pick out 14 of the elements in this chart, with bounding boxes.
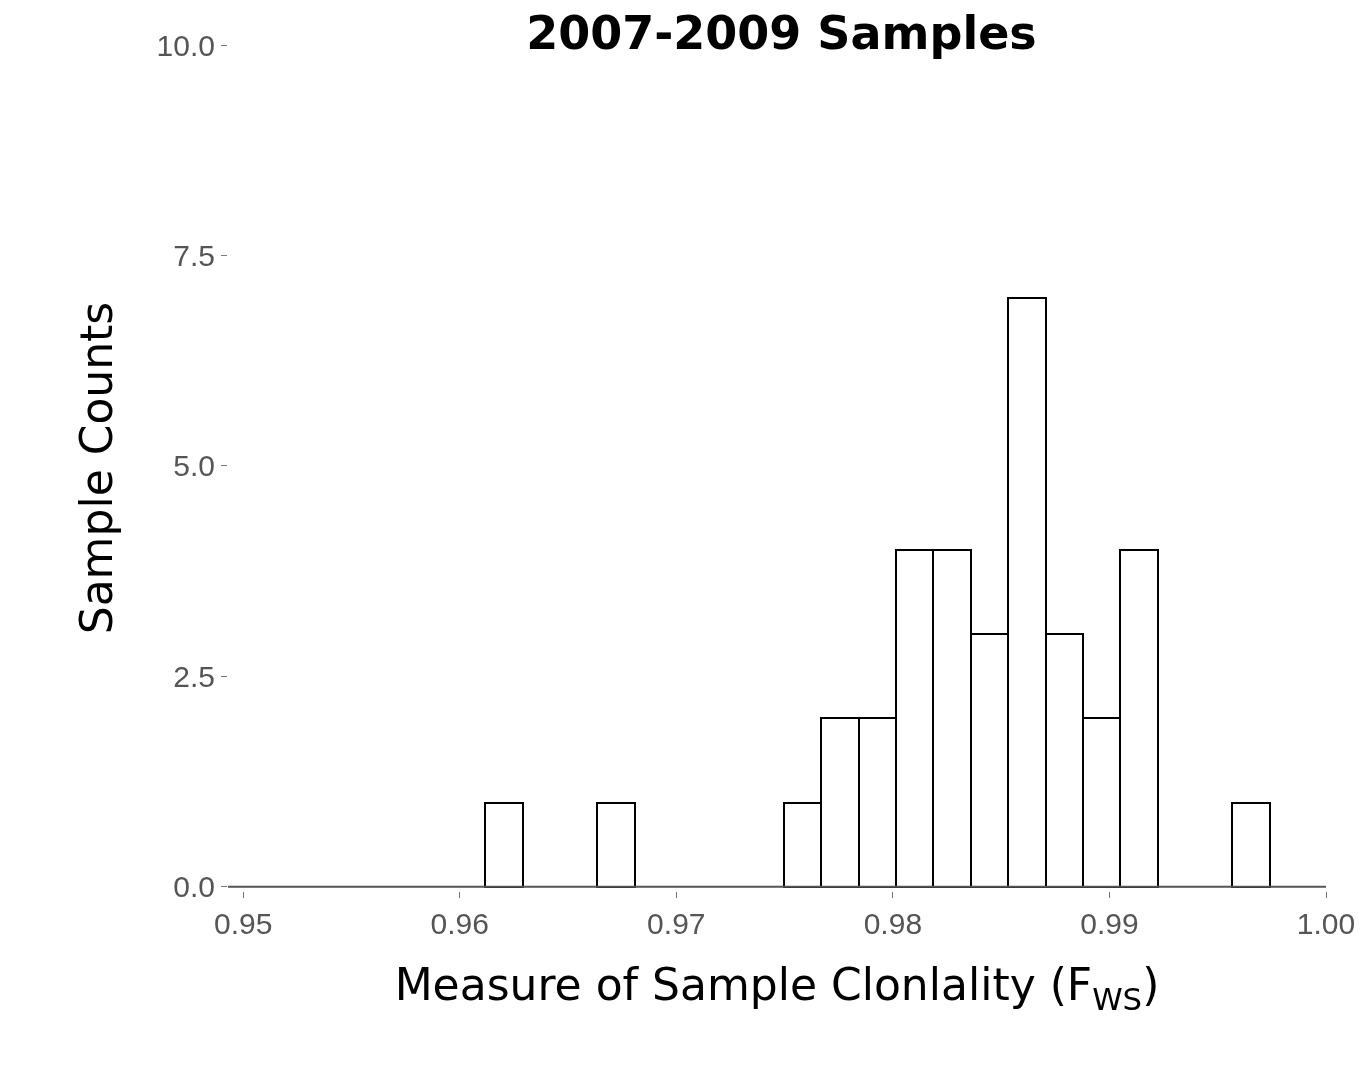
x-tick-label: 0.95 [213, 907, 273, 940]
x-tick-label: 0.98 [863, 907, 923, 940]
x-tick-label: 0.96 [430, 907, 489, 940]
y-tick-label: 7.5 [173, 238, 215, 272]
chart-title: 2007-2009 Samples [526, 5, 1037, 60]
x-tick-label: 0.99 [1080, 907, 1139, 940]
y-tick-label: 2.5 [173, 659, 215, 693]
y-tick-label: 10.0 [156, 28, 215, 62]
y-axis-title: Sample Counts [70, 301, 122, 635]
y-tick-label: 5.0 [173, 449, 215, 483]
x-axis-title: Measure of Sample Clonlality (F$_{WS}$) [394, 959, 1160, 1017]
x-tick-label: 0.97 [647, 907, 706, 940]
x-tick-label: 1.00 [1296, 907, 1356, 940]
y-tick-label: 0.0 [173, 870, 215, 904]
